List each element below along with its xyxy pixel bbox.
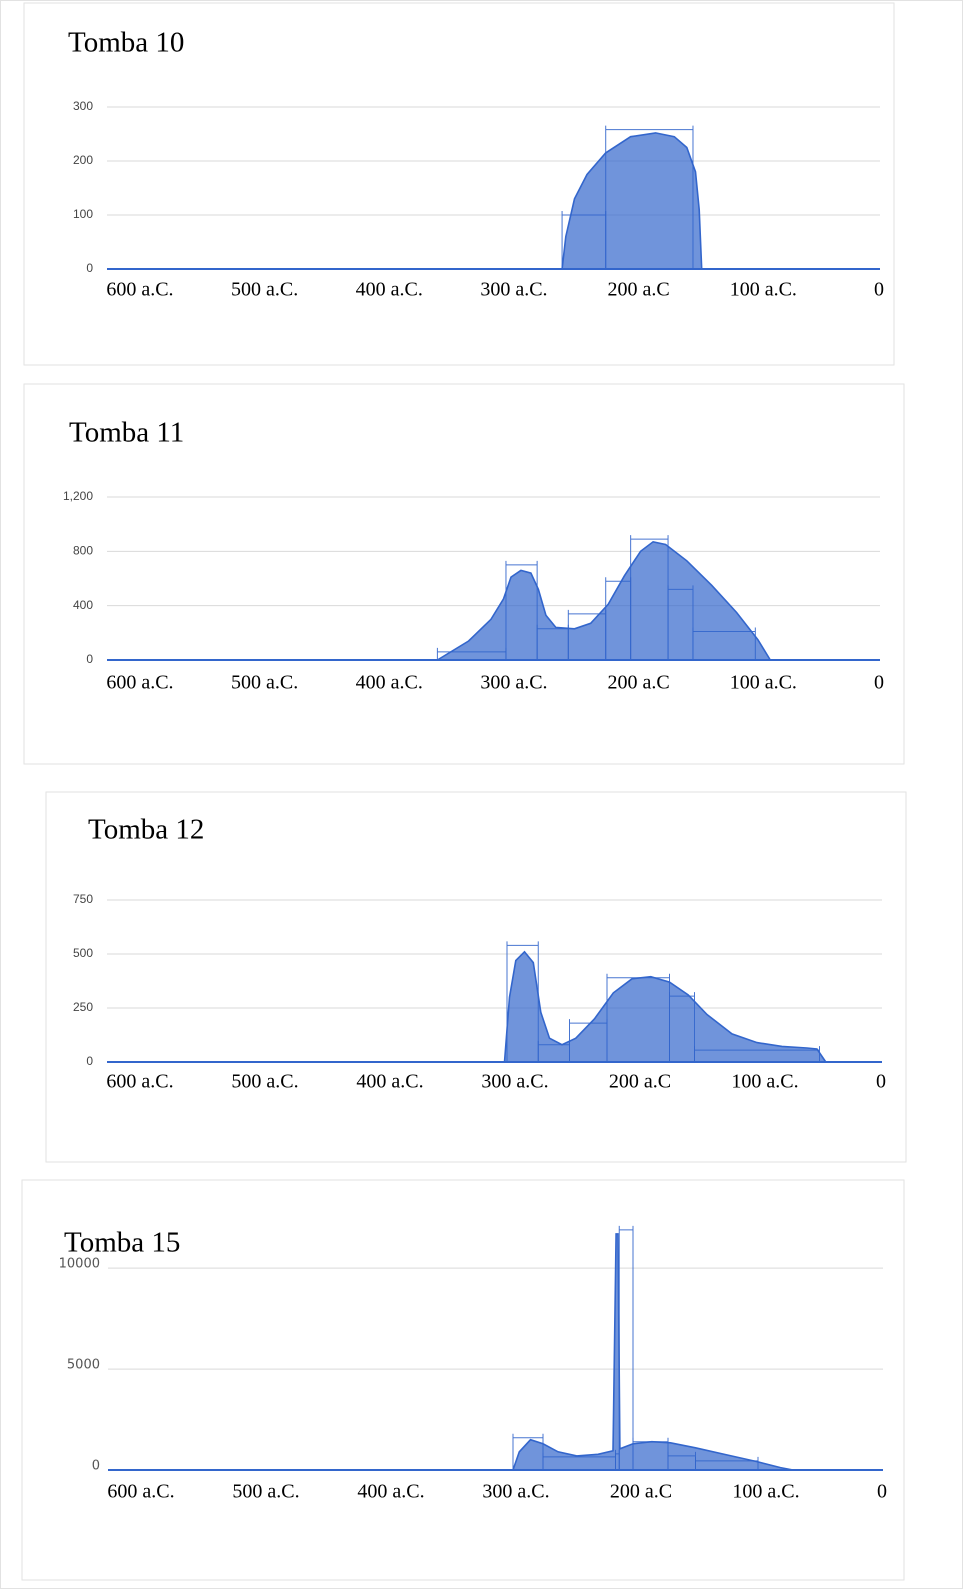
line [436, 540, 771, 661]
x-tick-label: 300 a.C. [480, 279, 547, 301]
area [562, 132, 702, 269]
x-tick-label: 0 [874, 279, 884, 301]
x-tick-label: 400 a.C. [356, 1071, 423, 1093]
x-tick-label: 0 [874, 672, 884, 694]
y-tick-label: 10000 [59, 1257, 100, 1272]
y-tick-label: 400 [73, 598, 93, 612]
y-tick-label: 0 [86, 1054, 93, 1068]
panel [21, 1179, 905, 1581]
x-tick-label: 500 a.C. [231, 279, 298, 301]
area [504, 951, 826, 1062]
step-bin [618, 1225, 634, 1470]
x-tick-label: 300 a.C. [482, 1481, 549, 1503]
y-tick-label: 300 [73, 99, 93, 113]
x-tick-label: 400 a.C. [357, 1481, 424, 1503]
x-tick-label: 300 a.C. [481, 1071, 548, 1093]
x-tick-label: 200 a.C [610, 1481, 672, 1503]
step-bin [694, 1046, 820, 1062]
x-tick-label: 200 a.C [608, 279, 670, 301]
x-tick-label: 0 [877, 1481, 887, 1503]
x-tick-label: 600 a.C. [106, 1071, 173, 1093]
y-tick-label: 100 [73, 207, 93, 221]
y-tick-label: 1,200 [63, 489, 93, 503]
y-tick-label: 200 [73, 153, 93, 167]
step-bin [692, 627, 756, 660]
y-tick-label: 0 [86, 652, 93, 666]
y-tick-label: 0 [86, 261, 93, 275]
y-tick-label: 0 [92, 1459, 100, 1474]
chart-title: Tomba 12 [88, 814, 204, 846]
x-tick-label: 200 a.C [609, 1071, 671, 1093]
y-tick-label: 250 [73, 1000, 93, 1014]
x-tick-label: 300 a.C. [480, 672, 547, 694]
x-tick-label: 500 a.C. [231, 672, 298, 694]
x-tick-label: 500 a.C. [231, 1071, 298, 1093]
y-tick-label: 800 [73, 544, 93, 558]
panel [45, 791, 907, 1163]
x-tick-label: 100 a.C. [732, 1481, 799, 1503]
area [513, 1233, 793, 1470]
x-tick-label: 500 a.C. [232, 1481, 299, 1503]
step-bin [695, 1456, 759, 1470]
line [512, 1233, 794, 1471]
y-tick-label: 500 [73, 946, 93, 960]
x-tick-label: 200 a.C [608, 672, 670, 694]
step-bin [605, 125, 694, 269]
panel [23, 2, 895, 366]
x-tick-label: 100 a.C. [730, 672, 797, 694]
x-tick-label: 600 a.C. [106, 279, 173, 301]
panel [23, 383, 905, 765]
y-tick-label: 5000 [67, 1358, 100, 1373]
area [437, 541, 771, 660]
x-tick-label: 100 a.C. [731, 1071, 798, 1093]
x-tick-label: 400 a.C. [356, 279, 423, 301]
y-tick-label: 750 [73, 892, 93, 906]
x-tick-label: 0 [876, 1071, 886, 1093]
x-tick-label: 100 a.C. [730, 279, 797, 301]
line [561, 132, 703, 270]
x-tick-label: 600 a.C. [107, 1481, 174, 1503]
chart-title: Tomba 10 [68, 27, 184, 59]
line [503, 950, 827, 1063]
x-tick-label: 600 a.C. [106, 672, 173, 694]
chart-title: Tomba 11 [69, 417, 184, 449]
x-tick-label: 400 a.C. [356, 672, 423, 694]
chart-title: Tomba 15 [64, 1227, 180, 1259]
